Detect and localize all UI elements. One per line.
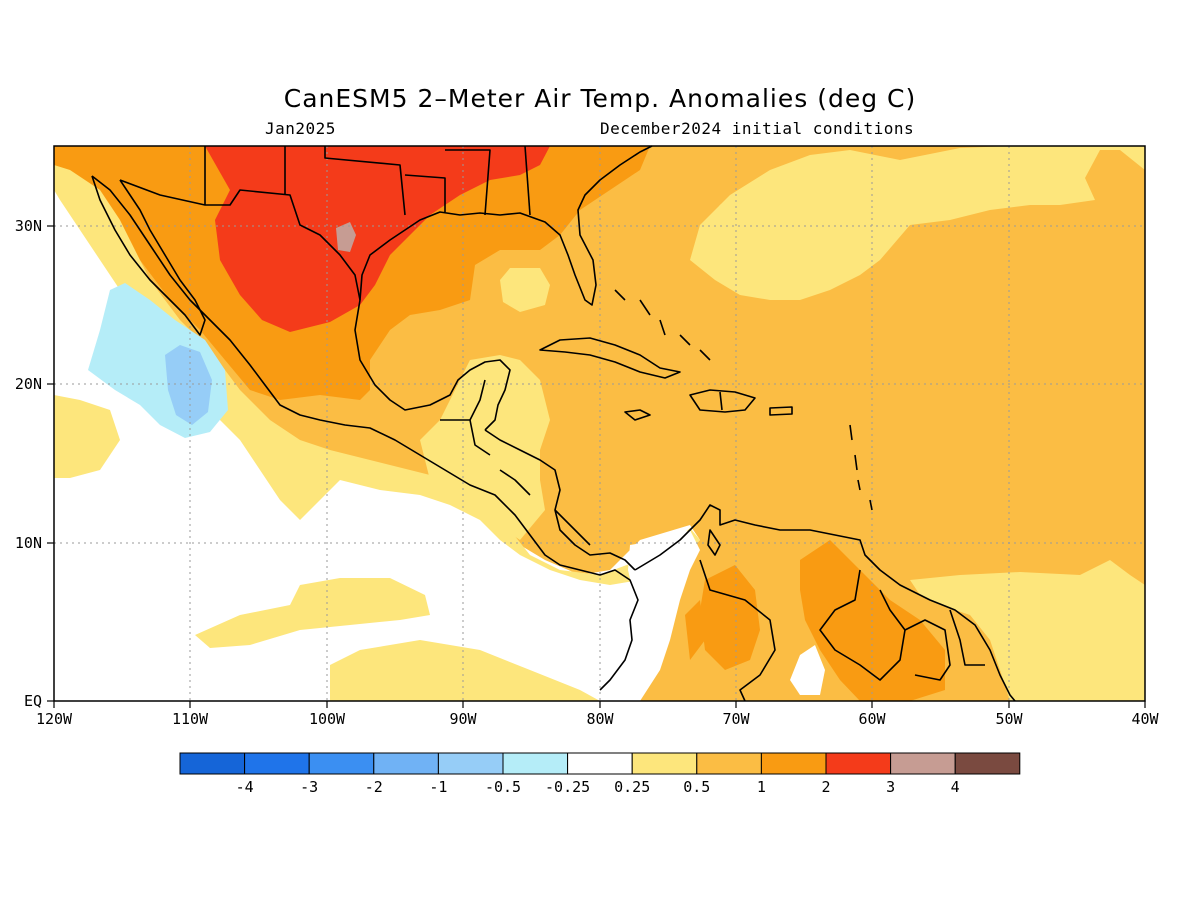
- x-tick-label: 100W: [309, 710, 346, 728]
- graticule: [54, 146, 1145, 701]
- colorbar-label: 1: [757, 778, 766, 796]
- y-axis: [47, 225, 54, 702]
- valid-month: Jan2025: [265, 119, 336, 138]
- colorbar-label: 2: [821, 778, 830, 796]
- colorbar-swatch: [890, 752, 956, 775]
- anomaly-zone-yellow-gulf: [500, 268, 550, 312]
- x-tick-label: 80W: [586, 710, 614, 728]
- colorbar-label: -0.5: [485, 778, 521, 796]
- colorbar-swatch: [502, 752, 569, 775]
- colorbar-label: 0.25: [614, 778, 650, 796]
- colorbar: -4 -3 -2 -1 -0.5 -0.25 0.25 0.5 1 2 3 4: [179, 752, 1021, 796]
- colorbar-swatch: [567, 752, 633, 775]
- anomaly-zone-yellow-equatorial: [910, 560, 1145, 701]
- x-tick-label: 60W: [858, 710, 886, 728]
- anomaly-field: [54, 146, 1145, 701]
- colorbar-label: -4: [236, 778, 254, 796]
- colorbar-label: -1: [429, 778, 447, 796]
- colorbar-swatch: [760, 752, 827, 775]
- anomaly-zone-pink: [336, 222, 356, 252]
- colorbar-label: 0.5: [683, 778, 710, 796]
- y-tick-label: 10N: [15, 534, 42, 552]
- colorbar-label: 4: [951, 778, 960, 796]
- x-tick-label: 70W: [722, 710, 750, 728]
- anomaly-zone-orange-central: [685, 600, 705, 660]
- colorbar-swatch: [954, 752, 1021, 775]
- anomaly-zone-yellow-atlantic: [690, 146, 1145, 300]
- x-tick-label: 90W: [449, 710, 477, 728]
- colorbar-swatch: [308, 752, 375, 775]
- anomaly-zone-blue: [165, 345, 212, 425]
- y-tick-label: EQ: [24, 692, 42, 710]
- colorbar-swatch: [373, 752, 439, 775]
- colorbar-swatch: [179, 752, 246, 775]
- y-tick-label: 20N: [15, 375, 42, 393]
- x-axis: [53, 701, 1146, 708]
- initial-conditions: December2024 initial conditions: [600, 119, 915, 138]
- anomaly-zone-yellow-southwest: [195, 578, 430, 648]
- anomaly-zone-white-brazil: [790, 645, 825, 695]
- anomaly-zone-yellow-south: [330, 640, 600, 701]
- colorbar-swatch: [244, 752, 310, 775]
- anomaly-zone-yellow-caribbean: [420, 355, 550, 540]
- colorbar-label: -3: [300, 778, 318, 796]
- coastlines: [91, 145, 1016, 702]
- anomaly-zone-red: [205, 146, 550, 332]
- chart-title: CanESM5 2–Meter Air Temp. Anomalies (deg…: [283, 84, 917, 113]
- y-tick-label: 30N: [15, 217, 42, 235]
- colorbar-swatch: [696, 752, 762, 775]
- x-tick-label: 110W: [172, 710, 209, 728]
- colorbar-label: -0.25: [545, 778, 590, 796]
- x-tick-label: 120W: [36, 710, 73, 728]
- colorbar-swatch: [631, 752, 698, 775]
- colorbar-label: 3: [886, 778, 895, 796]
- colorbar-swatch: [437, 752, 504, 775]
- anomaly-zone-yellow-west: [54, 395, 120, 478]
- x-tick-label: 50W: [995, 710, 1023, 728]
- colorbar-swatch: [825, 752, 892, 775]
- colorbar-label: -2: [365, 778, 383, 796]
- x-tick-label: 40W: [1131, 710, 1159, 728]
